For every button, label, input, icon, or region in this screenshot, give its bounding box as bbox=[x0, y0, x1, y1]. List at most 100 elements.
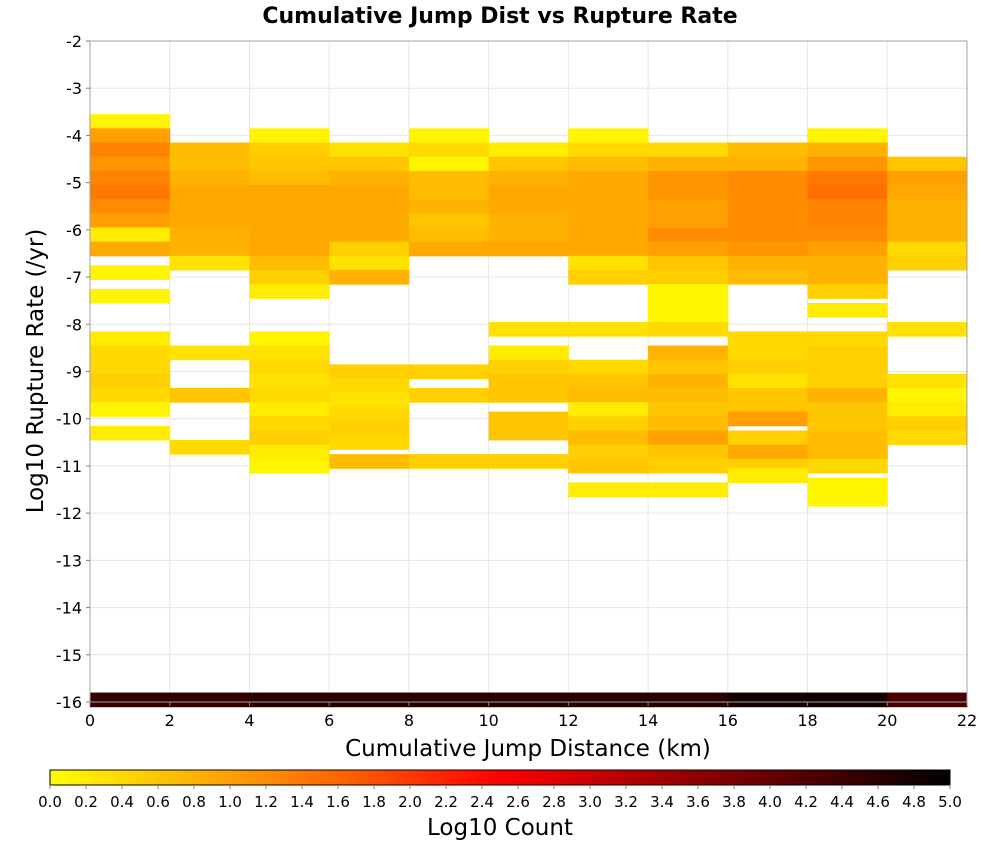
heatmap-cell bbox=[807, 227, 888, 243]
heatmap-cell bbox=[807, 491, 888, 507]
heatmap-cell bbox=[807, 241, 888, 257]
x-axis-label: Cumulative Jump Distance (km) bbox=[345, 736, 711, 762]
heatmap-cell bbox=[807, 303, 888, 318]
heatmap-cell bbox=[169, 692, 250, 708]
colorbar-tick-label: 3.4 bbox=[650, 793, 674, 811]
heatmap-cell bbox=[648, 416, 729, 432]
heatmap-cell bbox=[807, 345, 888, 361]
colorbar-tick-label: 2.6 bbox=[506, 793, 530, 811]
heatmap-cell bbox=[807, 170, 888, 186]
heatmap-cell bbox=[648, 430, 729, 446]
colorbar-tick-label: 0.6 bbox=[146, 793, 170, 811]
heatmap-cell bbox=[648, 269, 729, 285]
heatmap-cell bbox=[90, 288, 171, 304]
heatmap-cell bbox=[408, 199, 490, 214]
heatmap-cell bbox=[648, 458, 729, 474]
heatmap-cell bbox=[568, 269, 649, 285]
y-tick-label: -7 bbox=[66, 268, 82, 287]
heatmap-cell bbox=[169, 170, 250, 186]
colorbar-tick-label: 5.0 bbox=[938, 793, 962, 811]
heatmap-cell bbox=[488, 345, 569, 361]
heatmap-cell bbox=[90, 402, 171, 417]
heatmap-cell bbox=[329, 421, 410, 436]
heatmap-cell bbox=[887, 373, 968, 389]
heatmap-cell bbox=[249, 156, 330, 172]
heatmap-cell bbox=[488, 454, 569, 469]
heatmap-cell bbox=[408, 156, 490, 172]
heatmap-cell bbox=[249, 458, 330, 474]
colorbar-tick-label: 1.2 bbox=[254, 793, 278, 811]
x-tick-label: 2 bbox=[165, 711, 175, 730]
heatmap-cell bbox=[807, 213, 888, 228]
x-axis-ticks: 0 2 4 6 8 10 12 14 16 18 20 22 bbox=[85, 702, 977, 730]
heatmap-cell bbox=[807, 388, 888, 403]
heatmap-cell bbox=[408, 227, 490, 243]
x-tick-label: 4 bbox=[244, 711, 254, 730]
heatmap-cell bbox=[90, 425, 171, 441]
heatmap-cell bbox=[90, 359, 171, 375]
heatmap-cell bbox=[488, 142, 569, 158]
heatmap-cell bbox=[329, 269, 410, 285]
heatmap-cell bbox=[727, 241, 809, 257]
colorbar-tick-label: 0.2 bbox=[74, 793, 98, 811]
colorbar-tick-label: 3.2 bbox=[614, 793, 638, 811]
heatmap-cell bbox=[887, 416, 968, 432]
heatmap-cell bbox=[408, 213, 490, 228]
heatmap-cell bbox=[329, 378, 410, 394]
heatmap-cell bbox=[90, 388, 171, 403]
heatmap-cell bbox=[408, 241, 490, 257]
x-tick-label: 6 bbox=[324, 711, 334, 730]
heatmap-cell bbox=[90, 128, 171, 144]
heatmap-cell bbox=[90, 227, 171, 243]
heatmap-cell bbox=[169, 185, 250, 200]
heatmap-cell bbox=[648, 170, 729, 186]
heatmap-cell bbox=[249, 284, 330, 299]
heatmap-cell bbox=[90, 156, 171, 172]
heatmap-cell bbox=[408, 454, 490, 469]
colorbar-label: Log10 Count bbox=[427, 815, 573, 841]
heatmap-cell bbox=[249, 213, 330, 228]
heatmap-cell bbox=[648, 298, 729, 313]
heatmap-cell bbox=[727, 692, 809, 708]
colorbar-tick-label: 3.0 bbox=[578, 793, 602, 811]
heatmap-cell bbox=[488, 241, 569, 257]
heatmap-cell bbox=[169, 439, 250, 455]
heatmap-cell bbox=[488, 373, 569, 389]
y-tick-label: -8 bbox=[66, 315, 82, 334]
heatmap-cell bbox=[408, 388, 490, 403]
heatmap-cell bbox=[568, 142, 649, 158]
heatmap-cell bbox=[408, 364, 490, 380]
colorbar-tick-label: 1.6 bbox=[326, 793, 350, 811]
y-tick-label: -9 bbox=[66, 363, 82, 382]
heatmap-cell bbox=[568, 359, 649, 375]
heatmap-cell bbox=[249, 373, 330, 389]
heatmap-cell bbox=[249, 388, 330, 403]
heatmap-cell bbox=[169, 241, 250, 257]
colorbar-tick-label: 4.0 bbox=[758, 793, 782, 811]
heatmap-cell bbox=[488, 156, 569, 172]
y-tick-label: -10 bbox=[56, 410, 82, 429]
x-tick-label: 14 bbox=[638, 711, 658, 730]
heatmap-cell bbox=[329, 227, 410, 243]
heatmap-cell bbox=[727, 199, 809, 214]
heatmap-cell bbox=[249, 269, 330, 285]
heatmap-cell bbox=[648, 482, 729, 498]
heatmap-cell bbox=[887, 241, 968, 257]
y-tick-label: -14 bbox=[56, 599, 82, 618]
colorbar-tick-label: 3.8 bbox=[722, 793, 746, 811]
heatmap-cell bbox=[807, 269, 888, 285]
heatmap-cell bbox=[648, 402, 729, 417]
heatmap-cell bbox=[807, 430, 888, 446]
heatmap-cell bbox=[727, 331, 809, 347]
colorbar-tick-label: 2.4 bbox=[470, 793, 494, 811]
x-tick-label: 16 bbox=[718, 711, 738, 730]
heatmap-cell bbox=[807, 331, 888, 347]
colorbar-tick-label: 1.0 bbox=[218, 793, 242, 811]
heatmap-cell bbox=[727, 269, 809, 285]
heatmap-cell bbox=[90, 345, 171, 361]
heatmap-cell bbox=[568, 373, 649, 389]
heatmap-cell bbox=[648, 284, 729, 299]
heatmap-cell bbox=[169, 142, 250, 158]
heatmap-cell bbox=[568, 128, 649, 144]
colorbar-tick-label: 3.6 bbox=[686, 793, 710, 811]
